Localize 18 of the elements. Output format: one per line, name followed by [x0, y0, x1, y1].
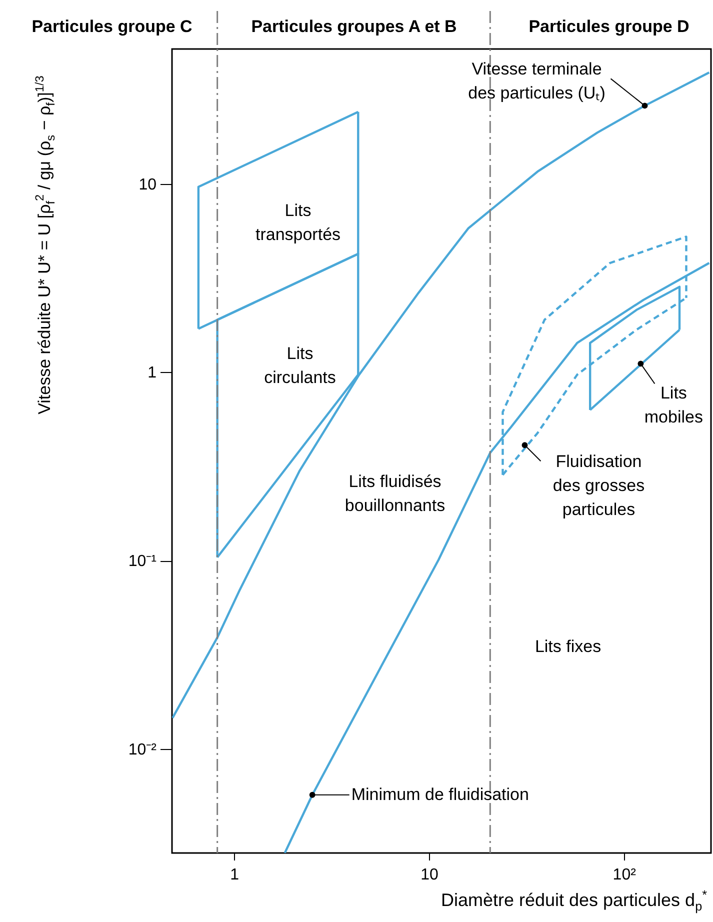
annotation: Lits fixes [534, 637, 602, 656]
x-tick-label: 1 [230, 866, 240, 884]
y-tick-label: 1 [148, 364, 157, 382]
x-tick-label: 10 [420, 866, 438, 884]
annotation: Lits fluidisés bouillonnants [344, 472, 446, 515]
annotation: Lits transportés [255, 201, 341, 244]
annotation: Lits mobiles [644, 384, 703, 427]
annotation: Fluidisation des grosses particules [552, 452, 645, 520]
y-tick-label: 10⁻¹ [128, 553, 156, 570]
y-tick-label: 10 [138, 176, 157, 194]
text: Particules groupes A et B [251, 17, 457, 36]
text: Particules groupe D [528, 17, 690, 36]
annotation: Lits circulants [264, 344, 336, 387]
annotation: Vitesse terminale des particules (Uₜ) [468, 60, 606, 103]
text: Particules groupe C [32, 17, 192, 36]
annotation: Minimum de fluidisation [351, 784, 529, 804]
y-tick-label: 10⁻² [128, 741, 158, 758]
x-tick-label: 10² [612, 866, 637, 884]
